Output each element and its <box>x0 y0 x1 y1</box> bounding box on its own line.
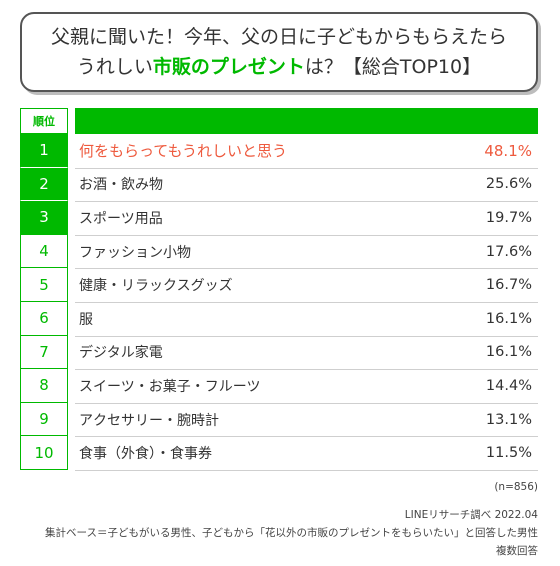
item-value: 14.4% <box>485 377 532 394</box>
source-note: LINEリサーチ調べ 2022.04 <box>404 509 538 521</box>
table-row: 10 食事（外食）・食事券 11.5% <box>20 436 538 471</box>
title-line-2-accent: 市販のプレゼント <box>152 56 305 78</box>
item-label: 何をもらってもうれしいと思う <box>79 142 288 161</box>
item-value: 17.6% <box>485 243 532 260</box>
item-value: 13.1% <box>485 411 532 428</box>
rank-cell: 3 <box>20 201 68 235</box>
table-row: 4 ファッション小物 17.6% <box>20 234 538 270</box>
item-label: アクセサリー・腕時計 <box>79 412 219 429</box>
rank-cell: 2 <box>20 167 68 202</box>
item-cell: ファッション小物 17.6% <box>75 235 538 270</box>
title-line-2: うれしい市販のプレゼントは？【総合TOP10】 <box>77 52 481 82</box>
item-label: 服 <box>79 311 93 328</box>
title-line-2-pre: うれしい <box>76 56 153 78</box>
sample-size: (n=856) <box>494 481 538 493</box>
item-cell: 健康・リラックスグッズ 16.7% <box>75 268 538 303</box>
title-line-1: 父親に聞いた！今年、父の日に子どもからもらえたら <box>50 26 507 48</box>
table-row: 9 アクセサリー・腕時計 13.1% <box>20 402 538 438</box>
rank-header: 順位 <box>20 108 68 134</box>
item-label: スポーツ用品 <box>79 210 163 227</box>
item-cell: デジタル家電 16.1% <box>75 336 538 371</box>
rank-cell: 1 <box>20 134 68 168</box>
item-label: 食事（外食）・食事券 <box>79 446 212 463</box>
ranking-table: 順位 1 何をもらってもうれしいと思う 48.1% 2 お酒・飲み物 25.6% 3 スポーツ… <box>20 108 538 471</box>
rank-cell: 4 <box>20 234 68 269</box>
item-label: デジタル家電 <box>79 345 163 362</box>
table-row: 3 スポーツ用品 19.7% <box>20 201 538 236</box>
rank-cell: 5 <box>20 268 68 302</box>
item-cell: スポーツ用品 19.7% <box>75 201 538 236</box>
rank-cell: 8 <box>20 369 68 403</box>
item-cell: 服 16.1% <box>75 302 538 337</box>
item-value: 16.1% <box>485 344 532 361</box>
notes: (n=856) LINEリサーチ調べ 2022.04 集計ベース＝子どもがいる男… <box>45 478 538 560</box>
title-box: 父親に聞いた！今年、父の日に子どもからもらえたら うれしい市販のプレゼントは？【… <box>20 12 538 92</box>
item-label: お酒・飲み物 <box>79 177 163 194</box>
item-cell: アクセサリー・腕時計 13.1% <box>75 403 538 438</box>
rank-cell: 10 <box>20 436 68 470</box>
rank-cell: 6 <box>20 301 68 336</box>
item-label: ファッション小物 <box>79 244 191 261</box>
item-value: 19.7% <box>485 209 532 226</box>
table-row: 5 健康・リラックスグッズ 16.7% <box>20 268 538 303</box>
item-cell: お酒・飲み物 25.6% <box>75 168 538 203</box>
base-note: 集計ベース＝子どもがいる男性、子どもから「花以外の市販のプレゼントをもらいたい」… <box>45 527 538 539</box>
table-row: 8 スイーツ・お菓子・フルーツ 14.4% <box>20 369 538 404</box>
table-header: 順位 <box>20 108 538 134</box>
item-value: 16.7% <box>485 277 532 294</box>
table-row: 2 お酒・飲み物 25.6% <box>20 167 538 203</box>
header-bar <box>75 108 538 134</box>
method-note: 複数回答 <box>496 545 538 557</box>
table-row: 6 服 16.1% <box>20 301 538 337</box>
item-value: 16.1% <box>485 310 532 327</box>
item-cell: 何をもらってもうれしいと思う 48.1% <box>75 134 538 169</box>
item-label: 健康・リラックスグッズ <box>79 278 233 295</box>
item-cell: スイーツ・お菓子・フルーツ 14.4% <box>75 369 538 404</box>
table-row: 7 デジタル家電 16.1% <box>20 335 538 371</box>
table-rows: 1 何をもらってもうれしいと思う 48.1% 2 お酒・飲み物 25.6% 3 スポーツ用品 1… <box>20 134 538 471</box>
rank-cell: 7 <box>20 335 68 370</box>
item-value: 11.5% <box>485 445 532 462</box>
item-value: 48.1% <box>484 141 532 160</box>
title-line-2-post: は？【総合TOP10】 <box>304 56 482 78</box>
item-value: 25.6% <box>485 176 532 193</box>
item-cell: 食事（外食）・食事券 11.5% <box>75 436 538 471</box>
item-label: スイーツ・お菓子・フルーツ <box>79 378 261 395</box>
rank-cell: 9 <box>20 402 68 437</box>
table-row: 1 何をもらってもうれしいと思う 48.1% <box>20 134 538 169</box>
